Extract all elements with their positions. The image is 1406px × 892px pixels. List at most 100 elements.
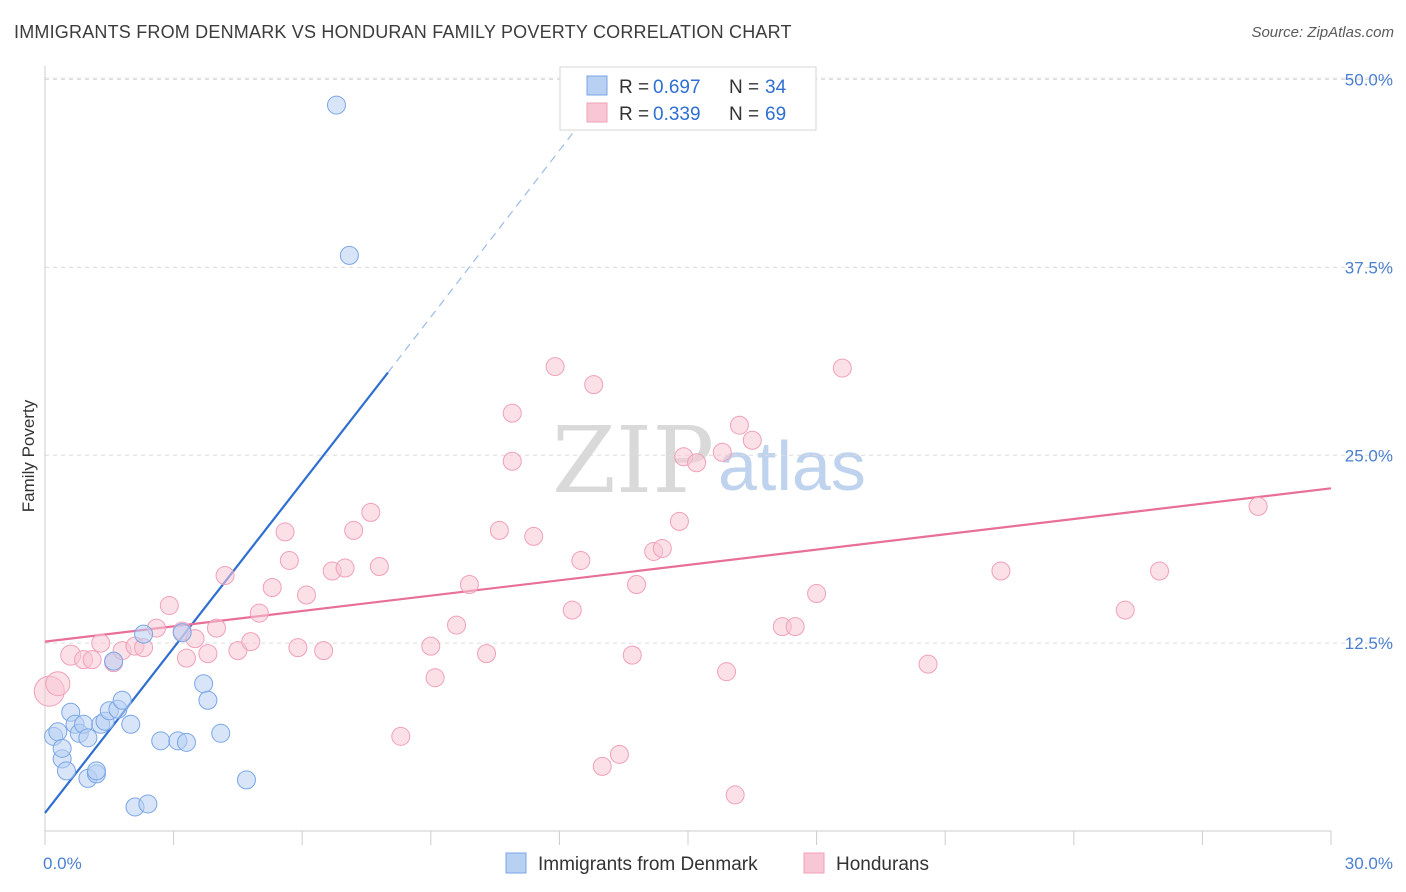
point-hondurans (241, 632, 261, 652)
point-denmark (198, 690, 218, 710)
point-hondurans (524, 526, 544, 546)
point-hondurans (275, 522, 295, 542)
point-hondurans (687, 453, 707, 473)
legend-r-value-hondurans: 0.339 (653, 104, 701, 125)
point-denmark (86, 761, 106, 781)
point-hondurans (198, 644, 218, 664)
point-hondurans (785, 617, 805, 637)
trendline-denmark-extension (387, 116, 586, 373)
data-points (33, 95, 1268, 817)
point-hondurans (361, 502, 381, 522)
point-hondurans (609, 744, 629, 764)
point-hondurans (91, 633, 111, 653)
point-denmark (138, 794, 158, 814)
point-denmark (134, 624, 154, 644)
point-hondurans (592, 756, 612, 776)
grid-lines (45, 77, 1392, 644)
point-hondurans (82, 650, 102, 670)
point-hondurans (421, 636, 441, 656)
point-denmark (112, 690, 132, 710)
point-denmark (326, 95, 346, 115)
point-hondurans (45, 671, 71, 697)
point-denmark (211, 723, 231, 743)
x-tick-label: 30.0% (1345, 854, 1393, 873)
point-hondurans (1248, 496, 1268, 516)
point-hondurans (502, 403, 522, 423)
y-tick-label: 12.5% (1345, 634, 1393, 653)
point-hondurans (176, 648, 196, 668)
legend-swatch-hondurans (586, 102, 608, 123)
point-denmark (176, 732, 196, 752)
series-legend-label-denmark: Immigrants from Denmark (538, 854, 758, 875)
axis-ticks: 12.5% 25.0% 37.5% 50.0% 0.0% 30.0% (43, 71, 1393, 873)
legend-swatch-denmark (586, 75, 608, 96)
trendline-denmark (44, 371, 389, 814)
legend-n-label-1: N = (729, 77, 759, 98)
point-hondurans (206, 618, 226, 638)
watermark-atlas: atlas (718, 427, 866, 505)
point-hondurans (991, 561, 1011, 581)
point-hondurans (832, 358, 852, 378)
chart-title: IMMIGRANTS FROM DENMARK VS HONDURAN FAMI… (14, 22, 792, 42)
point-hondurans (459, 575, 479, 595)
point-hondurans (545, 357, 565, 377)
point-denmark (236, 770, 256, 790)
point-hondurans (571, 550, 591, 570)
point-hondurans (1150, 561, 1170, 581)
legend-r-value-denmark: 0.697 (653, 77, 701, 98)
point-hondurans (262, 578, 282, 598)
point-hondurans (335, 558, 355, 578)
point-hondurans (807, 584, 827, 604)
source-label: Source: ZipAtlas.com (1251, 24, 1394, 41)
point-hondurans (712, 442, 732, 462)
point-denmark (339, 245, 359, 265)
point-denmark (78, 728, 98, 748)
series-legend-label-hondurans: Hondurans (836, 854, 929, 875)
legend-n-value-hondurans: 69 (765, 104, 786, 125)
point-hondurans (369, 556, 389, 576)
point-denmark (48, 722, 68, 742)
point-denmark (56, 761, 76, 781)
point-hondurans (344, 520, 364, 540)
point-denmark (52, 738, 72, 758)
point-hondurans (447, 615, 467, 635)
point-hondurans (622, 645, 642, 665)
legend-n-value-denmark: 34 (765, 77, 787, 98)
point-denmark (104, 651, 124, 671)
point-denmark (151, 731, 171, 751)
point-hondurans (669, 511, 689, 531)
point-hondurans (215, 565, 235, 585)
point-hondurans (228, 641, 248, 661)
series-legend-swatch-denmark (505, 852, 527, 874)
point-hondurans (279, 550, 299, 570)
point-hondurans (725, 785, 745, 805)
point-hondurans (652, 538, 672, 558)
legend-n-label-2: N = (729, 104, 759, 125)
stats-legend: R = 0.697 N = 34 R = 0.339 N = 69 (559, 66, 817, 131)
point-hondurans (1115, 600, 1135, 620)
series-legend: Immigrants from Denmark Hondurans (505, 852, 929, 875)
legend-r-label-1: R = (619, 77, 649, 98)
legend-r-label-2: R = (619, 104, 649, 125)
point-hondurans (502, 451, 522, 471)
point-denmark (194, 674, 214, 694)
point-hondurans (296, 585, 316, 605)
point-hondurans (918, 654, 938, 674)
point-hondurans (314, 641, 334, 661)
point-denmark (121, 714, 141, 734)
point-hondurans (742, 430, 762, 450)
point-hondurans (425, 668, 445, 688)
point-hondurans (717, 662, 737, 682)
point-hondurans (729, 415, 749, 435)
point-hondurans (249, 603, 269, 623)
y-axis-label: Family Poverty (19, 399, 38, 512)
point-denmark (172, 623, 192, 643)
y-tick-label: 25.0% (1345, 446, 1393, 465)
point-hondurans (391, 726, 411, 746)
point-hondurans (584, 375, 604, 395)
point-hondurans (489, 520, 509, 540)
y-tick-label: 50.0% (1345, 71, 1393, 90)
x-tick-label: 0.0% (43, 854, 82, 873)
series-legend-swatch-hondurans (803, 852, 825, 874)
